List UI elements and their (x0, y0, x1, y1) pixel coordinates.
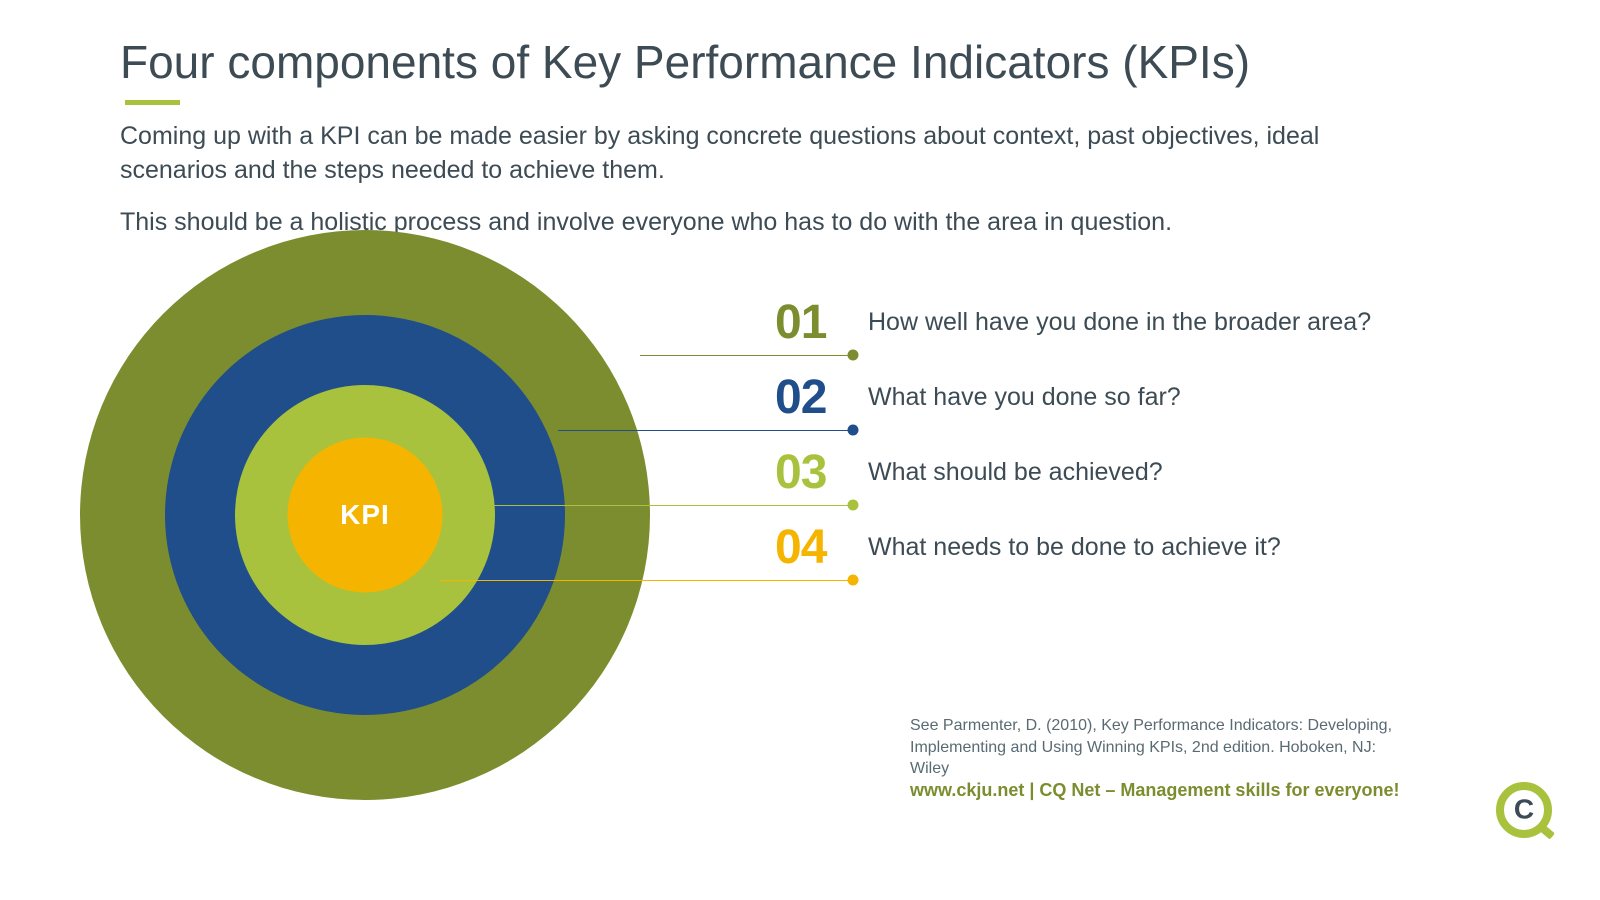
question-text-1: How well have you done in the broader ar… (868, 308, 1371, 337)
citation-text: See Parmenter, D. (2010), Key Performanc… (910, 715, 1410, 780)
footer-link: www.ckju.net | CQ Net – Management skill… (910, 780, 1400, 801)
logo-letter: C (1514, 793, 1534, 825)
leader-dot-1 (848, 350, 859, 361)
slide-title: Four components of Key Performance Indic… (120, 35, 1250, 89)
question-text-3: What should be achieved? (868, 458, 1163, 487)
question-row-3: 03 What should be achieved? (775, 445, 1163, 500)
leader-dot-3 (848, 500, 859, 511)
question-row-2: 02 What have you done so far? (775, 370, 1181, 425)
question-row-4: 04 What needs to be done to achieve it? (775, 520, 1281, 575)
question-number-2: 02 (775, 370, 850, 425)
leader-line-2 (558, 430, 848, 431)
leader-line-1 (640, 355, 848, 356)
leader-dot-4 (848, 575, 859, 586)
leader-dot-2 (848, 425, 859, 436)
brand-logo: C (1496, 782, 1552, 838)
question-number-4: 04 (775, 520, 850, 575)
question-number-1: 01 (775, 295, 850, 350)
question-row-1: 01 How well have you done in the broader … (775, 295, 1371, 350)
question-text-4: What needs to be done to achieve it? (868, 533, 1281, 562)
leader-line-3 (490, 505, 848, 506)
question-number-3: 03 (775, 445, 850, 500)
title-underline (125, 100, 180, 105)
leader-line-4 (440, 580, 848, 581)
diagram-center-label: KPI (340, 499, 390, 531)
question-text-2: What have you done so far? (868, 383, 1181, 412)
intro-paragraph-1: Coming up with a KPI can be made easier … (120, 120, 1380, 188)
concentric-rings-diagram: KPI (80, 230, 650, 800)
logo-tail-icon (1539, 824, 1555, 839)
